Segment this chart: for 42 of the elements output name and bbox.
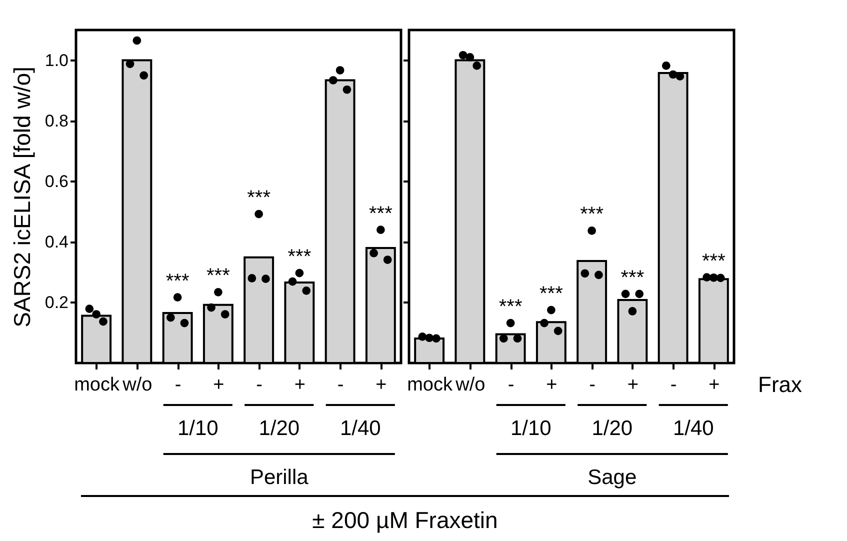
x-tick-label: - [256, 374, 262, 396]
x-tick-label: + [708, 374, 720, 396]
x-tick-label: + [627, 374, 638, 396]
data-label: *** [206, 265, 230, 288]
y-tick-label: 1.0 [44, 50, 68, 70]
x-tick-label: + [294, 374, 306, 396]
text: 1/10 [510, 417, 552, 440]
data-label: *** [498, 296, 522, 318]
text: Perilla [250, 466, 309, 489]
y-axis-title: SARS2 icELISA [fold w/o] [8, 66, 35, 328]
data-label: *** [702, 250, 726, 272]
y-tick-label: 0.2 [44, 292, 68, 312]
text: 1/40 [340, 417, 381, 440]
x-tick-label: - [589, 374, 596, 396]
data-label: *** [620, 266, 644, 289]
data-label: *** [166, 270, 190, 292]
x-tick-label: mock [74, 374, 120, 396]
y-tick-label: 0.4 [44, 232, 68, 252]
x-tick-label: + [546, 374, 558, 396]
x-tick-label: - [508, 374, 514, 396]
x-axis-title: ± 200 µM Fraxetin [312, 507, 498, 533]
x-tick-label: w/o [454, 374, 486, 396]
y-tick-label: 0.8 [44, 111, 68, 130]
x-tick-label: - [337, 374, 344, 396]
text: 1/10 [177, 417, 218, 440]
y-tick-label: 0.6 [44, 172, 68, 191]
data-label: *** [369, 202, 393, 225]
data-label: *** [288, 246, 312, 268]
data-label: *** [540, 283, 564, 306]
data-label: *** [580, 204, 604, 226]
text: 1/40 [672, 417, 714, 440]
x-tick-label: - [174, 374, 182, 396]
data-label: *** [247, 187, 271, 210]
x-tick-label: + [213, 374, 224, 396]
x-tick-label: + [376, 374, 387, 396]
x-tick-label: - [670, 374, 677, 396]
text: Frax [758, 372, 802, 397]
x-tick-label: w/o [122, 374, 152, 396]
text: 1/20 [258, 417, 300, 440]
text: 1/20 [592, 417, 633, 440]
x-tick-label: mock [407, 374, 454, 396]
text: Sage [588, 466, 637, 489]
